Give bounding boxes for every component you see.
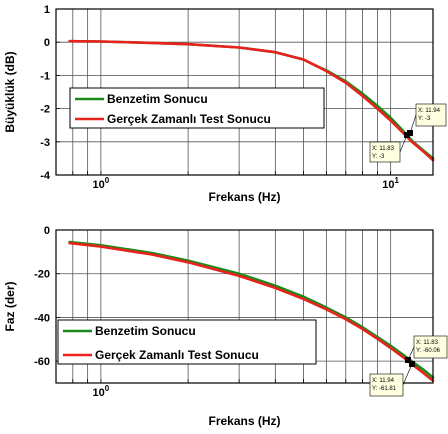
data-tip-text: Y: -60.06 (416, 348, 441, 354)
data-tip-text: Y: -61.81 (372, 386, 397, 392)
data-tip-leader (402, 363, 413, 386)
y-tick-label: -4 (40, 170, 51, 182)
legend-entry: Benzetim Sonucu (95, 324, 196, 338)
subplot-phase: 0-20-40-6010010Frekans (Hz)Faz (der)Benz… (3, 225, 448, 428)
data-tip-text: X: 11.94 (372, 378, 395, 384)
y-tick-label: 0 (44, 37, 50, 49)
y-tick-label: 0 (44, 225, 50, 237)
data-tip-box (415, 103, 447, 127)
data-tip: X: 11.83 Y: -3 (369, 132, 410, 163)
legend-entry: Gerçek Zamanlı Test Sonucu (95, 348, 259, 362)
legend-box (69, 87, 325, 129)
legend-entry: Benzetim Sonucu (107, 92, 208, 106)
data-tip: X: 11.94 Y: -61.81 (369, 361, 415, 397)
y-tick-label: -20 (34, 269, 50, 281)
y-tick-label: -1 (40, 70, 50, 82)
data-tip-text: X: 11.94 (418, 108, 441, 114)
legend: Benzetim Sonucu Gerçek Zamanlı Test Sonuc… (69, 87, 325, 129)
data-tip-text: Y: -3 (418, 116, 431, 122)
legend: Benzetim Sonucu Gerçek Zamanlı Test Sonuc… (57, 319, 317, 365)
legend-entry: Gerçek Zamanlı Test Sonucu (107, 112, 271, 126)
data-tip-marker (405, 357, 411, 363)
x-axis-label: Frekans (Hz) (208, 414, 280, 428)
data-tip-text: X: 11.83 (416, 340, 439, 346)
x-tick-label: 100 (93, 176, 110, 191)
axes-frame (55, 8, 434, 176)
data-tip-box (369, 373, 404, 397)
y-tick-label: -40 (34, 312, 50, 324)
y-tick-label: -60 (34, 356, 50, 368)
y-tick-label: -2 (40, 104, 50, 116)
data-tip: X: 11.83 Y: -60.06 (405, 335, 448, 363)
y-tick-label: -3 (40, 137, 50, 149)
y-tick-label: 1 (44, 4, 50, 16)
data-tip-text: Y: -3 (372, 154, 385, 160)
data-tip-marker (404, 132, 410, 138)
data-tip-text: X: 11.83 (372, 146, 395, 152)
x-tick-label: 100 (93, 384, 110, 399)
x-axis-label: Frekans (Hz) (208, 190, 280, 204)
data-tip-box (413, 335, 448, 359)
y-axis-label: Faz (der) (3, 281, 17, 331)
subplot-magnitude: 1 0 -1 -2 -3 -4 100 101 Frekans (Hz) Büyüklük (dB… (3, 4, 447, 204)
y-axis-label: Büyüklük (dB) (3, 51, 17, 132)
axes-frame (55, 229, 434, 384)
x-tick-label: 101 (382, 176, 399, 191)
data-tip-box (369, 141, 401, 163)
legend-box (57, 319, 317, 365)
data-tip-marker (409, 361, 415, 367)
